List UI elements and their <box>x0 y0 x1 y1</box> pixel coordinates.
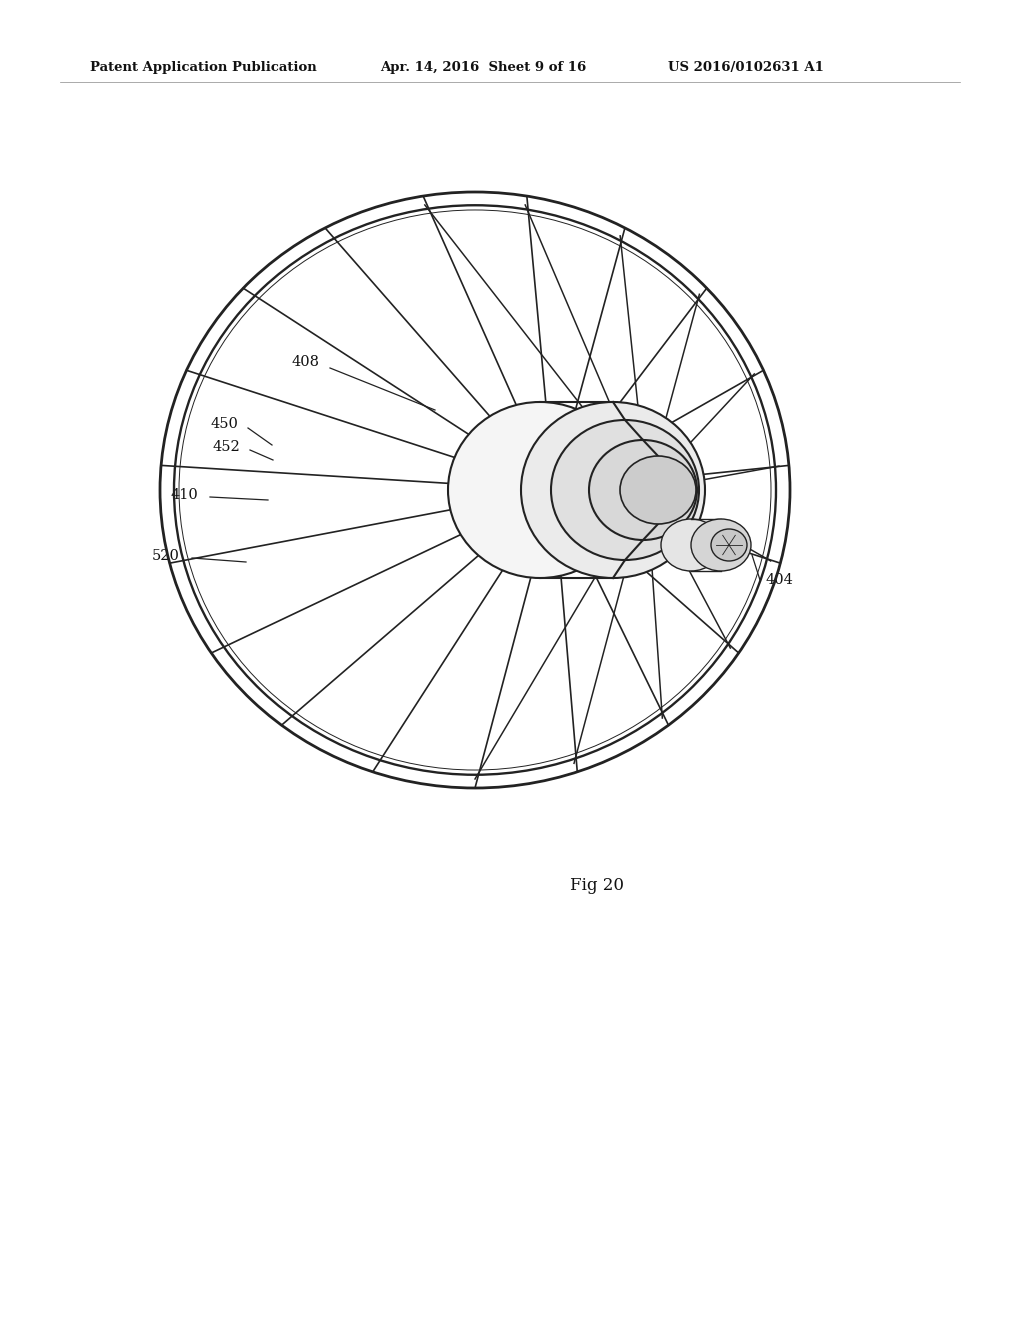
Text: 452: 452 <box>212 440 240 454</box>
Text: Apr. 14, 2016  Sheet 9 of 16: Apr. 14, 2016 Sheet 9 of 16 <box>380 62 587 74</box>
Text: Fig 20: Fig 20 <box>570 876 624 894</box>
Text: 450: 450 <box>210 417 238 432</box>
Text: 404: 404 <box>765 573 793 587</box>
Text: 410: 410 <box>170 488 198 502</box>
Ellipse shape <box>662 519 721 572</box>
Text: 408: 408 <box>292 355 319 370</box>
Ellipse shape <box>449 403 632 578</box>
Ellipse shape <box>711 529 746 561</box>
Ellipse shape <box>521 403 705 578</box>
Ellipse shape <box>620 455 696 524</box>
Ellipse shape <box>691 519 751 572</box>
Text: 520: 520 <box>153 549 180 564</box>
Text: Patent Application Publication: Patent Application Publication <box>90 62 316 74</box>
Ellipse shape <box>589 440 697 540</box>
Text: US 2016/0102631 A1: US 2016/0102631 A1 <box>668 62 824 74</box>
Ellipse shape <box>551 420 699 560</box>
